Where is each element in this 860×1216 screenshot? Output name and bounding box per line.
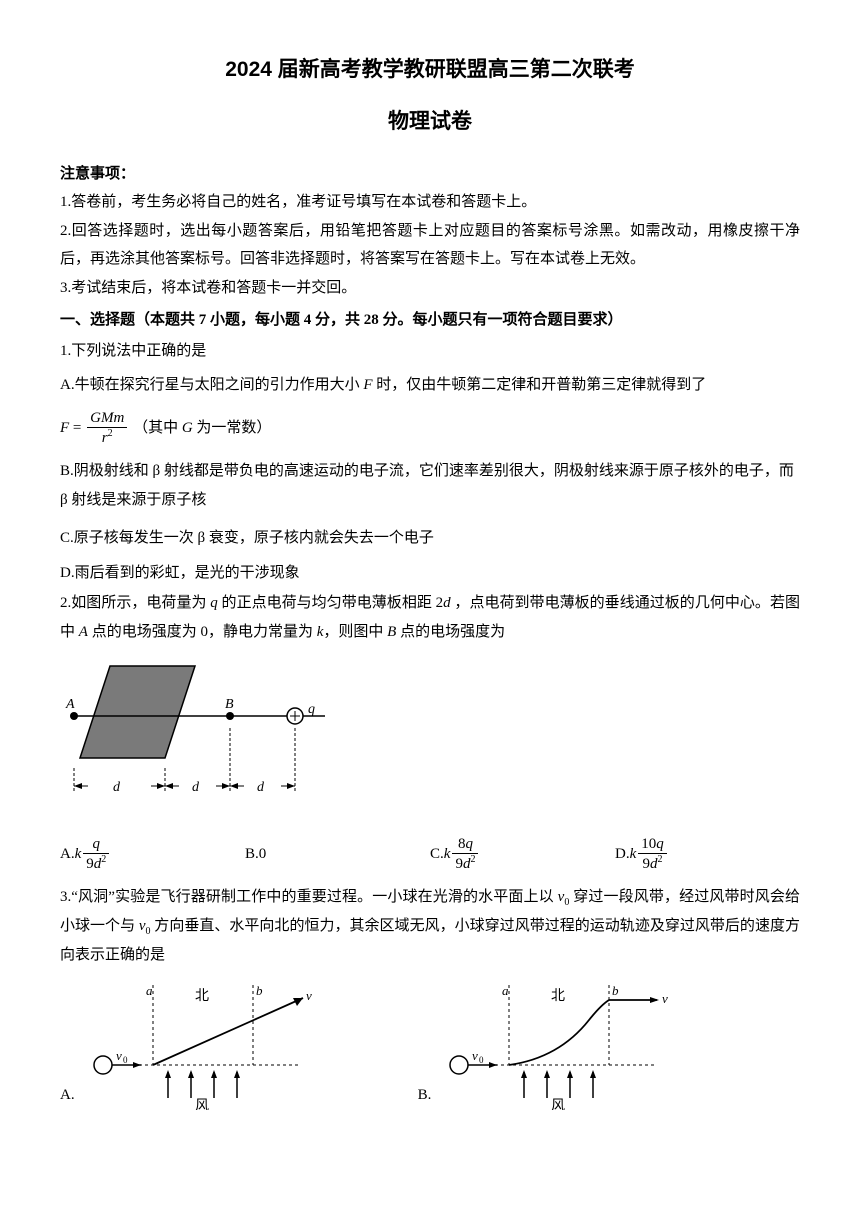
fraction: 8q 9d2: [452, 836, 478, 874]
q2-optC: C. k 8q 9d2: [430, 836, 615, 874]
q1-optA: A.牛顿在探究行星与太阳之间的引力作用大小 F 时，仅由牛顿第二定律和开普勒第三…: [60, 371, 800, 400]
q3-optA-wrap: A. a b 北 v 0 v 风: [60, 980, 318, 1110]
fraction: q 9d2: [83, 836, 109, 874]
opt-label: D.: [615, 840, 630, 869]
q3-optA-label: A.: [60, 1081, 75, 1110]
svg-text:a: a: [502, 983, 509, 998]
exp: 2: [658, 854, 663, 865]
svg-text:B: B: [225, 697, 234, 712]
section-heading: 一、选择题（本题共 7 小题，每小题 4 分，共 28 分。每小题只有一项符合题…: [60, 306, 800, 335]
q3-optB-wrap: B. a b 北 v 0 v 风: [418, 980, 675, 1110]
num: 8q: [452, 836, 478, 854]
svg-text:风: 风: [551, 1099, 565, 1110]
var-F: F: [60, 420, 69, 436]
t: 点的电场强度为: [396, 624, 505, 640]
svg-text:d: d: [113, 780, 121, 795]
q3-diagrams: A. a b 北 v 0 v 风 B. a b: [60, 980, 800, 1110]
var-B: B: [387, 624, 396, 640]
q1-stem: 1.下列说法中正确的是: [60, 337, 800, 366]
notice-item: 2.回答选择题时，选出每小题答案后，用铅笔把答题卡上对应题目的答案标号涂黑。如需…: [60, 217, 800, 274]
coef: 9: [455, 856, 463, 872]
exp: 2: [470, 854, 475, 865]
q1-optB: B.阴极射线和 β 射线都是带负电的高速运动的电子流，它们速率差别很大，阴极射线…: [60, 457, 800, 514]
svg-text:d: d: [257, 780, 265, 795]
svg-text:A: A: [65, 697, 75, 712]
title-sub: 物理试卷: [60, 102, 800, 142]
den: 9d2: [83, 854, 109, 873]
opt-label: C.: [430, 840, 444, 869]
svg-text:v: v: [472, 1048, 478, 1063]
q1-optC: C.原子核每发生一次 β 衰变，原子核内就会失去一个电子: [60, 524, 800, 553]
opt-label: B.: [245, 840, 259, 869]
t: 点的电场强度为 0，静电力常量为: [88, 624, 317, 640]
q2-stem: 2.如图所示，电荷量为 q 的正点电荷与均匀带电薄板相距 2d ，点电荷到带电薄…: [60, 589, 800, 646]
svg-text:q: q: [308, 702, 315, 717]
svg-text:d: d: [192, 780, 200, 795]
q2-optB: B.0: [245, 840, 430, 869]
q2-optA: A. k q 9d2: [60, 836, 245, 874]
var-F: F: [363, 377, 372, 393]
t: 方向垂直、水平向北的恒力，其余区域无风，小球穿过风带过程的运动轨迹及穿过风带后的…: [60, 918, 800, 963]
num: q: [83, 836, 109, 854]
q1-optD: D.雨后看到的彩虹，是光的干涉现象: [60, 559, 800, 588]
q1-optA-formula-line: F = GMm r2 （其中 G 为一常数）: [60, 410, 800, 448]
q3-stem: 3.“风洞”实验是飞行器研制工作中的重要过程。一小球在光滑的水平面上以 v0 穿…: [60, 883, 800, 970]
den: 9d2: [452, 854, 478, 873]
q2-optD: D. k 10q 9d2: [615, 836, 800, 874]
exp: 2: [108, 428, 113, 439]
q1-optA-mid: 时，仅由牛顿第二定律和开普勒第三定律就得到了: [373, 377, 707, 393]
svg-text:风: 风: [195, 1099, 209, 1110]
coef: 9: [643, 856, 651, 872]
equals: =: [73, 420, 85, 436]
opt-label: A.: [60, 840, 75, 869]
title-main: 2024 届新高考教学教研联盟高三第二次联考: [60, 50, 800, 90]
notice-heading: 注意事项：: [60, 160, 800, 189]
svg-text:北: 北: [195, 988, 209, 1004]
var-k: k: [630, 840, 637, 869]
wind-diagram-b: a b 北 v 0 v 风: [439, 980, 674, 1110]
q1-optA-pre: A.牛顿在探究行星与太阳之间的引力作用大小: [60, 377, 363, 393]
coef: 9: [86, 856, 94, 872]
t: ，则图中: [323, 624, 387, 640]
var-k: k: [444, 840, 451, 869]
fraction: 10q 9d2: [638, 836, 667, 874]
var-v: v: [139, 918, 146, 934]
q2-diagram: A B q d d d: [60, 658, 800, 824]
q1-optA-post: （其中: [133, 420, 182, 436]
numerator: GMm: [87, 410, 127, 428]
opt-text: 0: [259, 840, 267, 869]
wind-diagram-a: a b 北 v 0 v 风: [83, 980, 318, 1110]
var-d: d: [650, 856, 658, 872]
var-G: G: [182, 420, 193, 436]
svg-text:b: b: [256, 983, 263, 998]
svg-text:v: v: [306, 988, 312, 1003]
svg-text:a: a: [146, 983, 153, 998]
exp: 2: [101, 854, 106, 865]
svg-text:v: v: [116, 1048, 122, 1063]
q1-optA-post2: 为一常数）: [193, 420, 272, 436]
var-A: A: [79, 624, 88, 640]
plate-charge-diagram: A B q d d d: [60, 658, 340, 813]
t: 3.“风洞”实验是飞行器研制工作中的重要过程。一小球在光滑的水平面上以: [60, 889, 558, 905]
svg-text:0: 0: [123, 1055, 128, 1065]
t: 2.如图所示，电荷量为: [60, 595, 210, 611]
svg-text:0: 0: [479, 1055, 484, 1065]
num: 10q: [638, 836, 667, 854]
var-q: q: [210, 595, 218, 611]
var-d: d: [443, 595, 451, 611]
den: 9d2: [638, 854, 667, 873]
q3-optB-label: B.: [418, 1081, 432, 1110]
var-k: k: [75, 840, 82, 869]
svg-text:b: b: [612, 983, 619, 998]
svg-text:北: 北: [551, 988, 565, 1004]
q2-options: A. k q 9d2 B.0 C. k 8q 9d2 D. k 10q 9d2: [60, 836, 800, 874]
newton-formula: F = GMm r2: [60, 410, 129, 448]
notice-item: 1.答卷前，考生务必将自己的姓名，准考证号填写在本试卷和答题卡上。: [60, 188, 800, 217]
svg-text:v: v: [662, 991, 668, 1006]
notice-item: 3.考试结束后，将本试卷和答题卡一并交回。: [60, 274, 800, 303]
t: 的正点电荷与均匀带电薄板相距 2: [218, 595, 443, 611]
denominator: r2: [87, 428, 127, 447]
fraction: GMm r2: [87, 410, 127, 448]
